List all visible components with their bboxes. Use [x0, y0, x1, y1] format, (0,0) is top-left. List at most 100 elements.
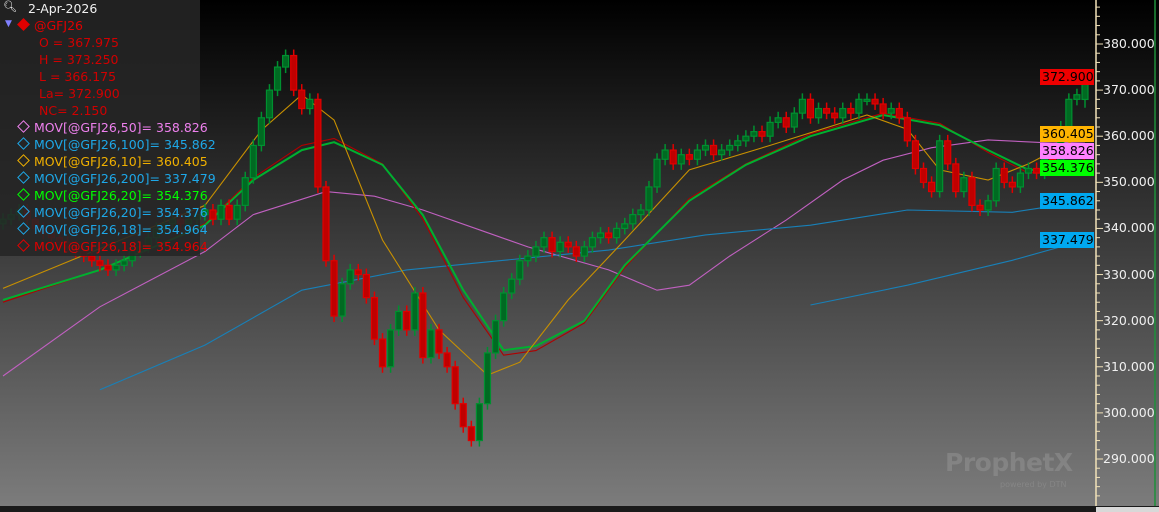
axis-tick-label: 380.000: [1103, 36, 1155, 51]
study-diamond-icon: [17, 239, 30, 252]
candle-body: [839, 107, 847, 119]
candle: [378, 333, 387, 373]
candle: [952, 157, 960, 198]
candle-body: [798, 98, 806, 114]
candle-body: [758, 131, 766, 137]
legend-last: La= 372.900: [39, 86, 120, 101]
candle: [1073, 88, 1081, 106]
candle: [798, 93, 806, 120]
scrollbar-thumb[interactable]: [1096, 507, 1159, 512]
study-row[interactable]: MOV[@GFJ26,50]= 358.826: [17, 119, 208, 136]
candle-body: [88, 255, 96, 262]
candle: [354, 263, 362, 281]
candle: [604, 227, 613, 244]
candle: [831, 107, 839, 124]
candle-body: [709, 144, 718, 156]
candle: [919, 162, 928, 189]
candle-body: [919, 167, 928, 183]
candle-body: [443, 352, 451, 368]
candle: [968, 171, 976, 212]
axis-tick-label: 330.000: [1103, 266, 1155, 282]
candle: [483, 346, 492, 410]
candle-body: [104, 264, 112, 271]
symbol-diamond-icon: [17, 18, 30, 31]
candle: [556, 236, 564, 258]
candle: [282, 49, 290, 74]
candle-body: [435, 329, 443, 354]
candle: [386, 323, 395, 373]
study-row[interactable]: MOV[@GFJ26,100]= 345.862: [17, 136, 216, 153]
study-diamond-icon: [17, 222, 30, 235]
candle-body: [734, 140, 742, 147]
study-label: MOV[@GFJ26,18]= 354.964: [34, 239, 208, 254]
candle: [871, 93, 879, 110]
candle: [895, 102, 903, 124]
study-row[interactable]: MOV[@GFJ26,200]= 337.479: [17, 170, 216, 187]
study-row[interactable]: MOV[@GFJ26,18]= 354.964: [17, 221, 208, 238]
study-row[interactable]: MOV[@GFJ26,20]= 354.376: [17, 187, 208, 204]
candle: [701, 139, 710, 157]
candle-body: [290, 54, 298, 91]
price-tag: 337.479: [1040, 232, 1094, 249]
candle-body: [855, 98, 863, 114]
candle-body: [653, 158, 661, 188]
candle-body: [354, 269, 362, 276]
study-row[interactable]: MOV[@GFJ26,10]= 360.405: [17, 153, 208, 170]
candle: [290, 49, 298, 97]
axis-tick-label: 300.000: [1103, 404, 1155, 420]
candle: [112, 259, 120, 276]
axis-tick-label: 290.000: [1103, 450, 1155, 466]
candle-body: [395, 310, 403, 331]
candle: [475, 397, 484, 447]
symbol-row[interactable]: @GFJ26: [17, 17, 83, 34]
candle: [613, 222, 621, 244]
candle: [758, 125, 766, 143]
candle-body: [386, 329, 395, 368]
candle-body: [629, 214, 637, 225]
candle-body: [726, 144, 734, 151]
candle-body: [1073, 94, 1081, 100]
study-diamond-icon: [17, 154, 30, 167]
study-row[interactable]: MOV[@GFJ26,20]= 354.376: [17, 204, 208, 221]
zoom-icon[interactable]: 🔍︎: [3, 0, 17, 13]
ma-line: [2, 113, 1086, 352]
axis-tick-label: 370.000: [1103, 82, 1155, 98]
candle-body: [701, 144, 710, 151]
study-diamond-icon: [17, 205, 30, 218]
candle-body: [911, 140, 920, 170]
candle: [273, 61, 282, 97]
candle-body: [120, 260, 128, 266]
candle: [927, 176, 936, 198]
study-row[interactable]: MOV[@GFJ26,18]= 354.964: [17, 238, 208, 255]
candle: [362, 268, 370, 304]
candle: [790, 107, 798, 133]
collapse-triangle-icon[interactable]: ▼: [5, 19, 12, 29]
candle: [120, 254, 128, 272]
price-tag: 360.405: [1040, 126, 1094, 143]
candle-body: [1065, 98, 1073, 128]
candle-body: [984, 200, 992, 211]
candle-body: [459, 403, 467, 428]
candle-body: [685, 154, 693, 160]
prophetx-logo: ProphetX: [945, 448, 1073, 477]
candle: [661, 144, 669, 166]
candle: [580, 240, 588, 263]
ma-line: [99, 200, 1086, 391]
candle: [709, 139, 718, 161]
candle-body: [831, 112, 839, 119]
candle: [233, 199, 241, 226]
candle-body: [944, 140, 952, 165]
candle: [750, 125, 758, 143]
candle-body: [790, 112, 798, 128]
candle-body: [467, 426, 475, 442]
candle: [879, 97, 887, 120]
candle-body: [750, 131, 758, 137]
legend-date: 2-Apr-2026: [28, 1, 98, 16]
candle-body: [766, 121, 774, 137]
candle-body: [960, 177, 968, 193]
study-diamond-icon: [17, 188, 30, 201]
candle-body: [338, 283, 346, 317]
bottom-scrollbar[interactable]: [0, 506, 1159, 512]
candle: [411, 286, 419, 336]
